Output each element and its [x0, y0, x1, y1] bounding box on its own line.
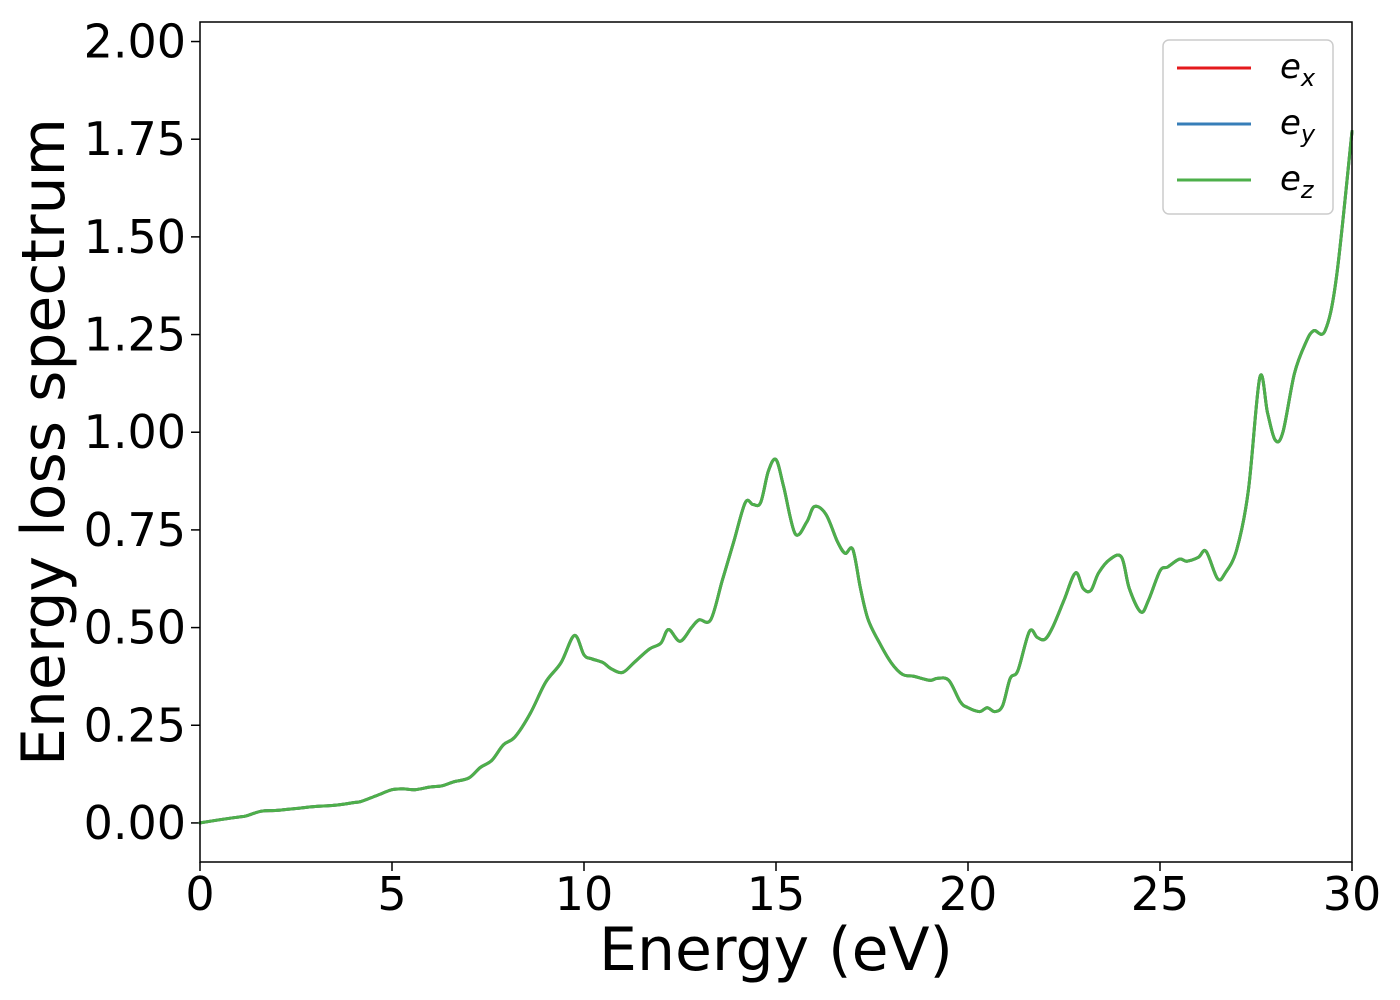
x-tick-label: 25	[1131, 867, 1190, 921]
series-lines	[198, 129, 1354, 825]
plot-background	[200, 22, 1352, 862]
legend-label-ey: ey	[1280, 103, 1316, 148]
y-tick-label: 1.75	[84, 112, 186, 166]
y-tick-label: 2.00	[84, 15, 186, 69]
x-tick-label: 15	[747, 867, 806, 921]
legend: ex ey ez	[1162, 39, 1334, 215]
x-tick-label: 0	[185, 867, 214, 921]
x-axis-ticks: 0 5 10 15 20 25 30	[185, 862, 1381, 921]
legend-label-ex: ex	[1280, 47, 1316, 92]
y-axis-label: Energy loss spectrum	[9, 118, 79, 766]
y-tick-label: 0.00	[84, 796, 186, 850]
legend-label-ez: ez	[1280, 159, 1315, 204]
y-axis-ticks: 0.00 0.25 0.50 0.75 1.00 1.25 1.50 1.75 2.00	[84, 15, 200, 850]
x-tick-label: 5	[377, 867, 406, 921]
legend-box	[1162, 39, 1334, 215]
y-tick-label: 1.00	[84, 405, 186, 459]
x-tick-label: 20	[939, 867, 998, 921]
y-tick-label: 1.25	[84, 308, 186, 362]
plot-frame	[199, 21, 1353, 863]
y-tick-label: 0.25	[84, 698, 186, 752]
y-tick-label: 0.50	[84, 601, 186, 655]
x-tick-label: 30	[1323, 867, 1382, 921]
x-tick-label: 10	[555, 867, 614, 921]
x-axis-label: Energy (eV)	[599, 915, 953, 985]
y-tick-label: 1.50	[84, 210, 186, 264]
series-line-e-z	[198, 129, 1354, 825]
y-tick-label: 0.75	[84, 503, 186, 557]
